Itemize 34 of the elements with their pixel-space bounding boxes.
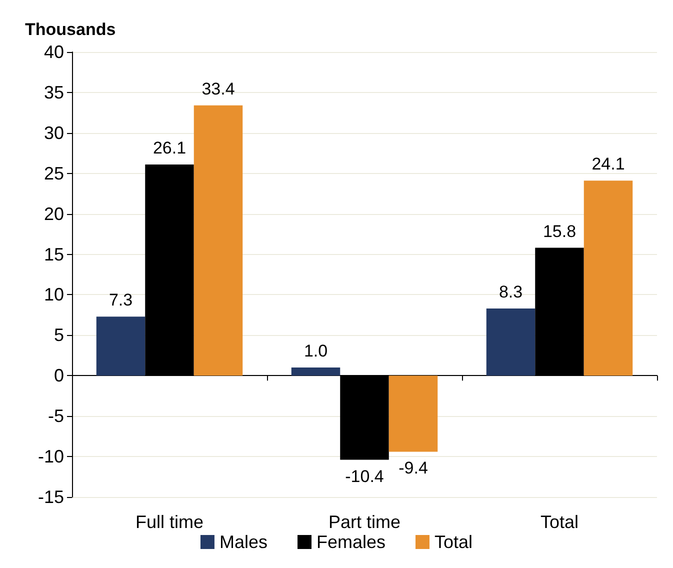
data-label: 33.4 <box>202 79 235 98</box>
data-label: -10.4 <box>345 466 384 486</box>
y-axis-title: Thousands <box>25 20 116 39</box>
y-tick-label: 40 <box>44 42 64 62</box>
y-tick-label: -15 <box>38 487 64 507</box>
legend-label: Total <box>434 532 473 552</box>
bar <box>486 308 536 376</box>
data-label: 26.1 <box>152 138 186 158</box>
y-tick-label: 0 <box>54 366 64 386</box>
bar <box>584 180 633 376</box>
y-tick-label: -10 <box>38 446 64 467</box>
bar <box>194 105 243 376</box>
y-tick-label: -5 <box>48 406 64 426</box>
bar <box>96 316 146 376</box>
data-label: -9.4 <box>398 458 428 478</box>
y-tick-label: 30 <box>44 122 64 143</box>
data-label: 8.3 <box>498 282 523 302</box>
bar <box>388 376 438 452</box>
bar <box>291 368 340 376</box>
y-tick-label: 5 <box>54 325 64 346</box>
data-label: 15.8 <box>542 222 576 241</box>
x-tick-label: Full time <box>135 512 204 532</box>
data-label: 7.3 <box>108 290 133 310</box>
data-label: 24.1 <box>592 154 625 174</box>
y-tick-label: 10 <box>44 284 64 305</box>
y-tick-label: 15 <box>44 244 64 264</box>
x-tick-label: Total <box>540 512 579 532</box>
x-tick-label: Part time <box>328 512 401 532</box>
legend-label: Females <box>316 532 386 552</box>
y-tick-label: 20 <box>44 204 64 224</box>
y-tick-label: 35 <box>44 82 64 102</box>
data-label: 1.0 <box>304 342 328 361</box>
legend-label: Males <box>219 532 268 552</box>
y-tick-label: 25 <box>44 163 64 184</box>
